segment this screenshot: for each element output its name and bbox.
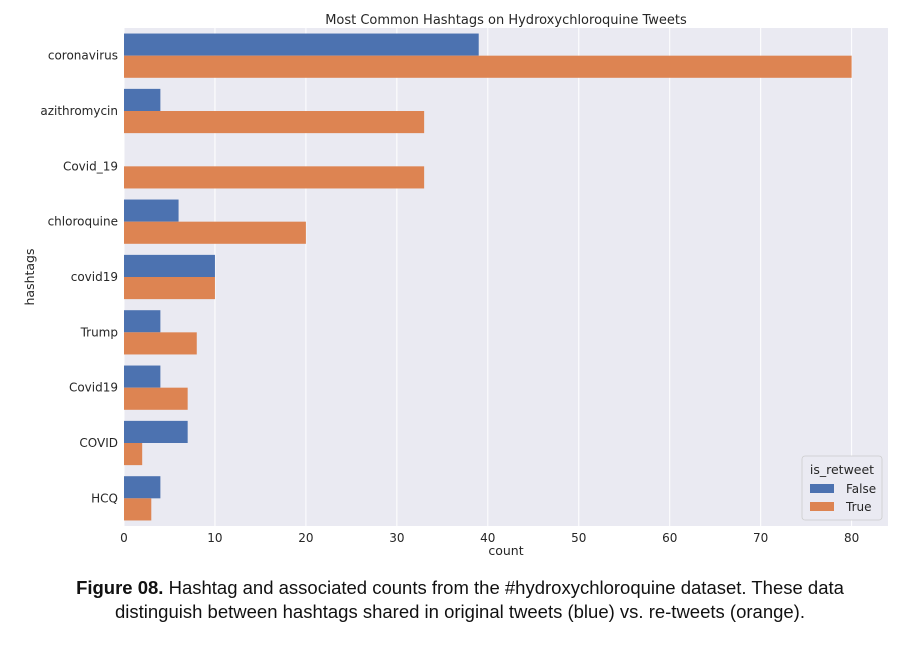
- legend-swatch-false: [810, 484, 834, 493]
- caption-label: Figure 08.: [76, 577, 164, 598]
- legend-swatch-true: [810, 502, 834, 511]
- plot-area: [124, 28, 888, 526]
- bar-true: [124, 332, 197, 355]
- x-tick-label: 20: [298, 531, 313, 545]
- y-tick-label: Covid19: [69, 381, 118, 395]
- figure-caption: Figure 08. Hashtag and associated counts…: [40, 576, 880, 624]
- bar-false: [124, 199, 179, 222]
- y-tick-labels: coronavirus azithromycin Covid_19 chloroqui…: [40, 49, 118, 506]
- bar-false: [124, 88, 161, 111]
- y-axis-label: hashtags: [22, 248, 37, 305]
- x-axis-label: count: [488, 543, 523, 558]
- bar-false: [124, 254, 215, 277]
- legend-label-true: True: [845, 500, 872, 514]
- x-tick-label: 40: [480, 531, 495, 545]
- y-tick-label: coronavirus: [48, 49, 118, 63]
- bar-chart: coronavirus azithromycin Covid_19 chloroqui…: [22, 13, 888, 558]
- x-tick-label: 80: [844, 531, 859, 545]
- bar-false: [124, 310, 161, 333]
- bars: [124, 33, 852, 521]
- caption-text: Hashtag and associated counts from the #…: [114, 577, 844, 622]
- bar-false: [124, 365, 161, 388]
- bar-false: [124, 476, 161, 499]
- bar-true: [124, 221, 306, 244]
- x-tick-label: 70: [753, 531, 768, 545]
- legend-title: is_retweet: [810, 462, 874, 477]
- x-tick-label: 0: [120, 531, 128, 545]
- bar-true: [124, 443, 143, 466]
- y-tick-label: chloroquine: [48, 215, 118, 229]
- bar-false: [124, 420, 188, 443]
- y-tick-label: covid19: [71, 270, 118, 284]
- bar-false: [124, 33, 479, 56]
- bar-true: [124, 166, 425, 189]
- bar-true: [124, 498, 152, 521]
- y-tick-label: Trump: [80, 325, 118, 339]
- y-tick-label: COVID: [79, 436, 118, 450]
- bar-true: [124, 111, 425, 134]
- y-tick-label: Covid_19: [63, 159, 118, 173]
- x-tick-label: 30: [389, 531, 404, 545]
- y-tick-label: HCQ: [91, 491, 118, 505]
- x-tick-label: 10: [207, 531, 222, 545]
- chart-title: Most Common Hashtags on Hydroxychloroqui…: [325, 13, 687, 28]
- x-tick-label: 60: [662, 531, 677, 545]
- legend-label-false: False: [846, 482, 876, 496]
- x-tick-labels: 0 10 20 30 40 50 60 70 80: [120, 531, 859, 545]
- legend: is_retweet False True: [801, 455, 883, 521]
- bar-true: [124, 55, 852, 78]
- bar-true: [124, 387, 188, 410]
- y-tick-label: azithromycin: [40, 104, 118, 118]
- x-tick-label: 50: [571, 531, 586, 545]
- bar-true: [124, 277, 215, 300]
